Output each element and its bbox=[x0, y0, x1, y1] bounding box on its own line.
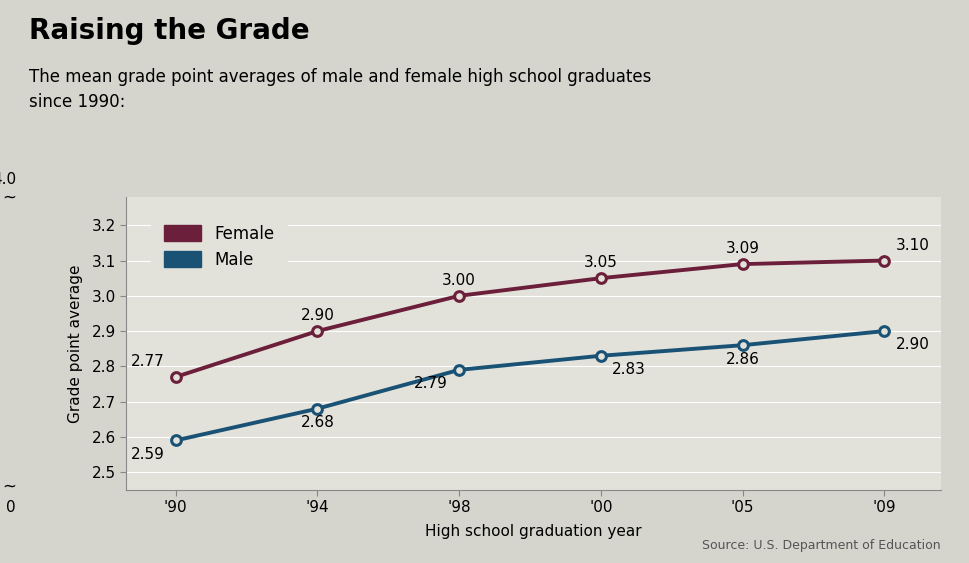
Text: 2.90: 2.90 bbox=[300, 309, 334, 323]
Text: ~: ~ bbox=[2, 188, 16, 206]
X-axis label: High school graduation year: High school graduation year bbox=[424, 524, 641, 539]
Legend: Female, Male: Female, Male bbox=[150, 211, 287, 282]
Text: 3.05: 3.05 bbox=[583, 256, 617, 270]
Text: 2.83: 2.83 bbox=[611, 362, 645, 377]
Text: 3.09: 3.09 bbox=[725, 242, 759, 256]
Text: Raising the Grade: Raising the Grade bbox=[29, 17, 309, 45]
Text: 3.10: 3.10 bbox=[894, 238, 928, 253]
Text: Source: U.S. Department of Education: Source: U.S. Department of Education bbox=[702, 539, 940, 552]
Text: The mean grade point averages of male and female high school graduates
since 199: The mean grade point averages of male an… bbox=[29, 68, 651, 110]
Y-axis label: Grade point average: Grade point average bbox=[68, 264, 83, 423]
Text: 2.68: 2.68 bbox=[300, 415, 334, 430]
Text: 2.79: 2.79 bbox=[414, 376, 448, 391]
Text: 3.00: 3.00 bbox=[442, 273, 476, 288]
Text: 2.59: 2.59 bbox=[131, 447, 164, 462]
Text: 2.90: 2.90 bbox=[894, 337, 928, 352]
Text: 0: 0 bbox=[7, 500, 16, 515]
Text: 2.86: 2.86 bbox=[725, 351, 759, 367]
Text: 4.0: 4.0 bbox=[0, 172, 16, 187]
Text: ~: ~ bbox=[2, 478, 16, 496]
Text: 2.77: 2.77 bbox=[131, 354, 164, 369]
